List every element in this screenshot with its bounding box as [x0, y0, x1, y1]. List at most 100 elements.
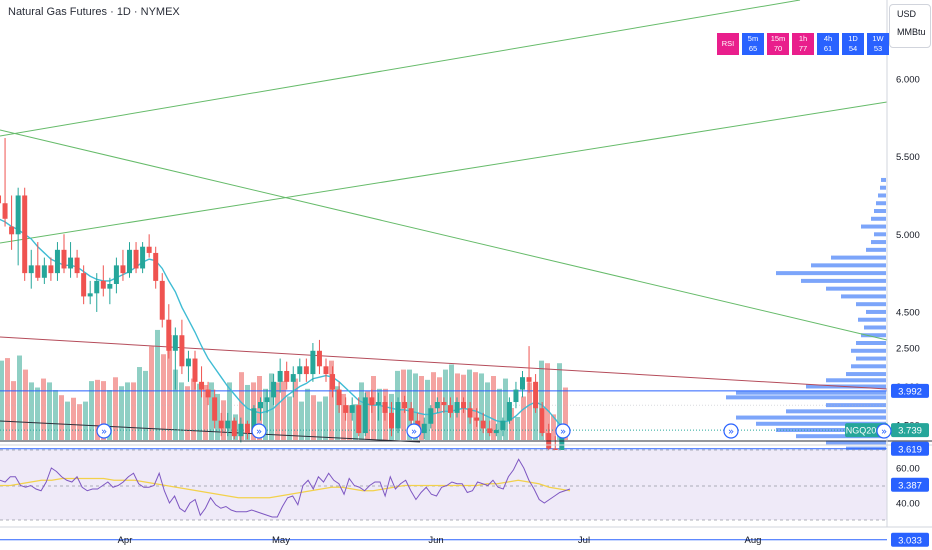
time-tick-label: May [272, 535, 290, 546]
candle-body [251, 408, 257, 434]
volume-bar [167, 335, 172, 440]
profile-bar [856, 302, 886, 307]
candle-body [212, 397, 218, 421]
volume-bar [77, 404, 82, 440]
unit-label: MMBtu [897, 27, 926, 37]
candle-body [199, 381, 205, 390]
candle-body [303, 366, 309, 375]
price-tick-label: 5.000 [896, 230, 920, 241]
price-label-text: 3.033 [898, 535, 922, 546]
candle-body [258, 402, 263, 409]
candle-body [94, 280, 100, 294]
volume-bar [551, 414, 556, 440]
profile-bar [856, 341, 886, 346]
profile-bar [826, 403, 886, 408]
candle-body [310, 350, 316, 375]
volume-bar [59, 395, 64, 440]
volume-bar [407, 369, 412, 440]
price-label-box [891, 532, 929, 547]
candle-body [520, 377, 525, 390]
volume-bar [191, 378, 196, 440]
candle-body [284, 370, 290, 382]
volume-bar [527, 382, 532, 440]
candle-body [526, 377, 532, 382]
price-label-box [891, 441, 929, 456]
volume-bar [29, 382, 34, 440]
volume-bar [521, 396, 526, 440]
profile-bar [876, 201, 886, 206]
volume-bar [473, 372, 478, 440]
profile-bar [811, 263, 886, 268]
candle-body [2, 203, 8, 219]
timeline-marker-icon [251, 423, 267, 439]
candle-body [153, 252, 159, 281]
profile-bar [880, 185, 886, 190]
candle-body [179, 335, 185, 367]
rsi-label: RSI [717, 33, 739, 55]
volume-bar [65, 401, 70, 440]
unit-selector[interactable]: USD MMBtu [889, 4, 931, 48]
volume-bar [173, 369, 178, 440]
candle-body [500, 420, 506, 430]
profile-bar [874, 209, 886, 214]
timeline-marker-icon [723, 423, 739, 439]
candle-body [277, 370, 283, 382]
candle-body [231, 420, 237, 437]
volume-bars [0, 329, 568, 440]
rsi-cell-1w[interactable]: 1W 53 [867, 33, 889, 55]
candle-body [100, 280, 106, 289]
volume-bar [293, 378, 298, 440]
profile-bar [861, 224, 886, 229]
candle-body [408, 408, 414, 421]
candle-body [127, 249, 132, 274]
rsi-cell-1h[interactable]: 1h 77 [792, 33, 814, 55]
volume-bar [209, 382, 214, 440]
profile-bar [871, 240, 886, 245]
profile-bar [736, 390, 886, 395]
timeline-marker-glyph: » [881, 427, 887, 438]
profile-bar [726, 395, 886, 400]
price-tick-label: 2.500 [896, 344, 920, 355]
profile-bar [786, 409, 886, 414]
candle-body [54, 249, 60, 274]
candle-body [480, 420, 486, 429]
candle-body [343, 405, 349, 413]
volume-bar [137, 367, 142, 440]
volume-bar [203, 384, 208, 440]
timeline-marker-icon [876, 423, 892, 439]
volume-bar [479, 373, 484, 440]
profile-bar [736, 415, 886, 420]
candle-body [15, 195, 21, 235]
descending-trendline [0, 129, 888, 341]
rsi-cell-4h[interactable]: 4h 61 [817, 33, 839, 55]
candle-body [140, 246, 146, 269]
candle-body [487, 428, 493, 434]
candle-body [290, 374, 296, 382]
volume-bar [281, 381, 286, 440]
candle-body [349, 405, 355, 413]
time-tick-label: Jul [578, 535, 590, 546]
profile-bar [826, 286, 886, 291]
rsi-cell-5m[interactable]: 5m 65 [742, 33, 764, 55]
profile-bar [871, 216, 886, 221]
volume-bar [215, 393, 220, 440]
profile-bar [826, 378, 886, 383]
volume-bar [155, 329, 160, 440]
candle-body [441, 402, 447, 406]
candle-body [467, 408, 473, 418]
profile-bar [866, 247, 886, 252]
profile-bar [826, 440, 886, 445]
rsi-line [0, 458, 571, 518]
volume-bar [533, 401, 538, 440]
volume-bar [17, 355, 22, 440]
volume-bar [515, 416, 520, 440]
candle-body [192, 358, 198, 382]
currency-label: USD [897, 9, 917, 19]
rsi-cell-1d[interactable]: 1D 54 [842, 33, 864, 55]
volume-bar [83, 401, 88, 440]
candle-body [185, 358, 191, 367]
price-label-text: 3.739 [898, 426, 922, 437]
rsi-cell-15m[interactable]: 15m 70 [767, 33, 789, 55]
candle-body [113, 265, 119, 284]
